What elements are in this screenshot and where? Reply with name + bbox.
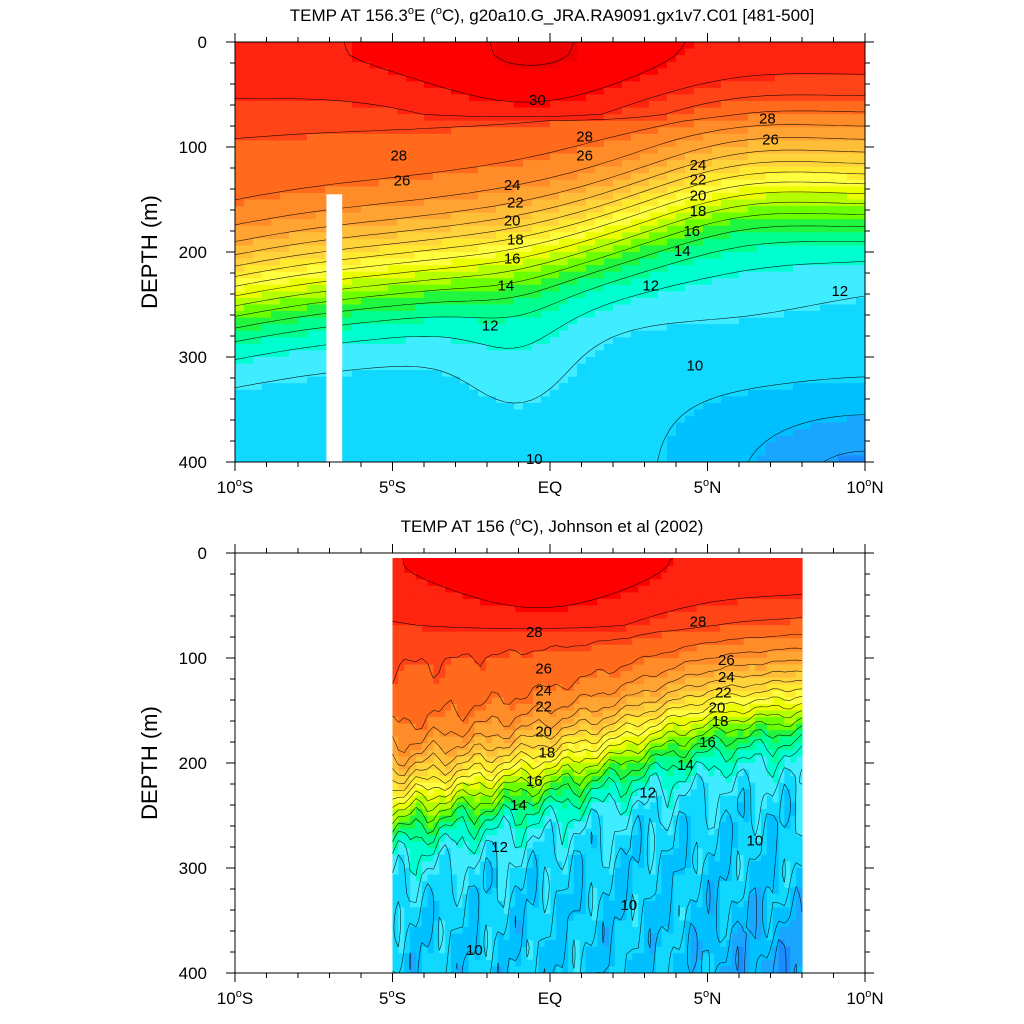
masked-region xyxy=(326,194,343,463)
y-tick-label: 200 xyxy=(179,754,207,773)
contour-label: 16 xyxy=(504,250,521,267)
chart-title: TEMP AT 156 (oC), Johnson et al (2002) xyxy=(401,516,704,536)
contour-label: 26 xyxy=(718,652,735,669)
contour-label: 12 xyxy=(491,839,508,856)
x-axis: 10oS 5oS EQ 5oN 10oN xyxy=(217,544,884,1008)
contour-label: 10 xyxy=(526,451,543,468)
y-tick-label: 100 xyxy=(179,138,207,157)
contour-label: 26 xyxy=(535,661,552,678)
contour-label: 14 xyxy=(510,797,527,814)
contour-label: 26 xyxy=(394,173,411,190)
contour-fill xyxy=(392,558,803,973)
contour-label: 24 xyxy=(718,669,735,686)
contour-label: 22 xyxy=(715,685,732,702)
contour-label: 16 xyxy=(699,734,716,751)
contour-label: 22 xyxy=(690,172,707,189)
contour-labels: 2828262422201816141210262422201816141210… xyxy=(466,613,763,959)
contour-label: 20 xyxy=(504,213,521,230)
x-tick-label: 5oN xyxy=(694,988,722,1008)
contour-label: 18 xyxy=(712,713,729,730)
y-axis-label: DEPTH (m) xyxy=(137,706,162,820)
y-tick-label: 100 xyxy=(179,649,207,668)
panel-model: TEMP AT 156.3oE (oC), g20a10.G_JRA.RA909… xyxy=(137,5,884,497)
y-axis: 0 100 200 300 400 xyxy=(179,544,874,983)
contour-label: 18 xyxy=(690,203,707,220)
contour-label: 12 xyxy=(831,283,848,300)
x-tick-label: 10oS xyxy=(217,988,253,1008)
x-axis: 10oS 5oS EQ 5oN 10oN xyxy=(217,33,884,497)
contour-label: 22 xyxy=(507,195,524,212)
contour-label: 10 xyxy=(466,942,483,959)
chart-title: TEMP AT 156.3oE (oC), g20a10.G_JRA.RA909… xyxy=(290,5,814,25)
contour-label: 22 xyxy=(535,698,552,715)
contour-label: 24 xyxy=(535,683,552,700)
contour-label: 10 xyxy=(746,833,763,850)
y-axis: 0 100 200 300 400 xyxy=(179,33,874,472)
contour-label: 14 xyxy=(498,278,515,295)
contour-label: 28 xyxy=(576,129,593,146)
y-tick-label: 0 xyxy=(198,544,207,563)
panel-observations: TEMP AT 156 (oC), Johnson et al (2002) 2… xyxy=(137,516,884,1008)
contour-label: 26 xyxy=(762,132,779,149)
x-tick-label: EQ xyxy=(538,989,563,1008)
contour-label: 12 xyxy=(642,278,659,295)
contour-label: 20 xyxy=(535,724,552,741)
y-axis-label: DEPTH (m) xyxy=(137,195,162,309)
y-tick-label: 200 xyxy=(179,243,207,262)
x-tick-label: EQ xyxy=(538,478,563,497)
contour-label: 14 xyxy=(677,757,694,774)
contour-label: 10 xyxy=(620,897,637,914)
contour-label: 28 xyxy=(526,624,543,641)
contour-label: 12 xyxy=(482,318,499,335)
x-tick-label: 5oS xyxy=(379,988,406,1008)
y-tick-label: 400 xyxy=(179,453,207,472)
contour-label: 28 xyxy=(759,111,776,128)
contour-label: 28 xyxy=(390,147,407,164)
contour-label: 28 xyxy=(690,613,707,630)
y-tick-label: 300 xyxy=(179,859,207,878)
contour-lines xyxy=(392,557,803,973)
y-tick-label: 400 xyxy=(179,964,207,983)
contour-label: 18 xyxy=(507,231,524,248)
contour-label: 20 xyxy=(709,699,726,716)
contour-label: 30 xyxy=(529,92,546,109)
x-tick-label: 5oS xyxy=(379,477,406,497)
y-tick-label: 300 xyxy=(179,348,207,367)
contour-label: 14 xyxy=(674,243,691,260)
x-tick-label: 5oN xyxy=(694,477,722,497)
y-tick-label: 0 xyxy=(198,33,207,52)
contour-label: 20 xyxy=(690,187,707,204)
contour-lines xyxy=(235,42,865,462)
x-tick-label: 10oN xyxy=(846,988,883,1008)
contour-label: 16 xyxy=(526,773,543,790)
contour-label: 10 xyxy=(687,357,704,374)
contour-label: 26 xyxy=(576,147,593,164)
contour-label: 18 xyxy=(539,745,556,762)
contour-label: 16 xyxy=(683,223,700,240)
contour-label: 12 xyxy=(639,784,656,801)
x-tick-label: 10oN xyxy=(846,477,883,497)
x-tick-label: 10oS xyxy=(217,477,253,497)
contour-label: 24 xyxy=(690,157,707,174)
contour-label: 24 xyxy=(504,177,521,194)
